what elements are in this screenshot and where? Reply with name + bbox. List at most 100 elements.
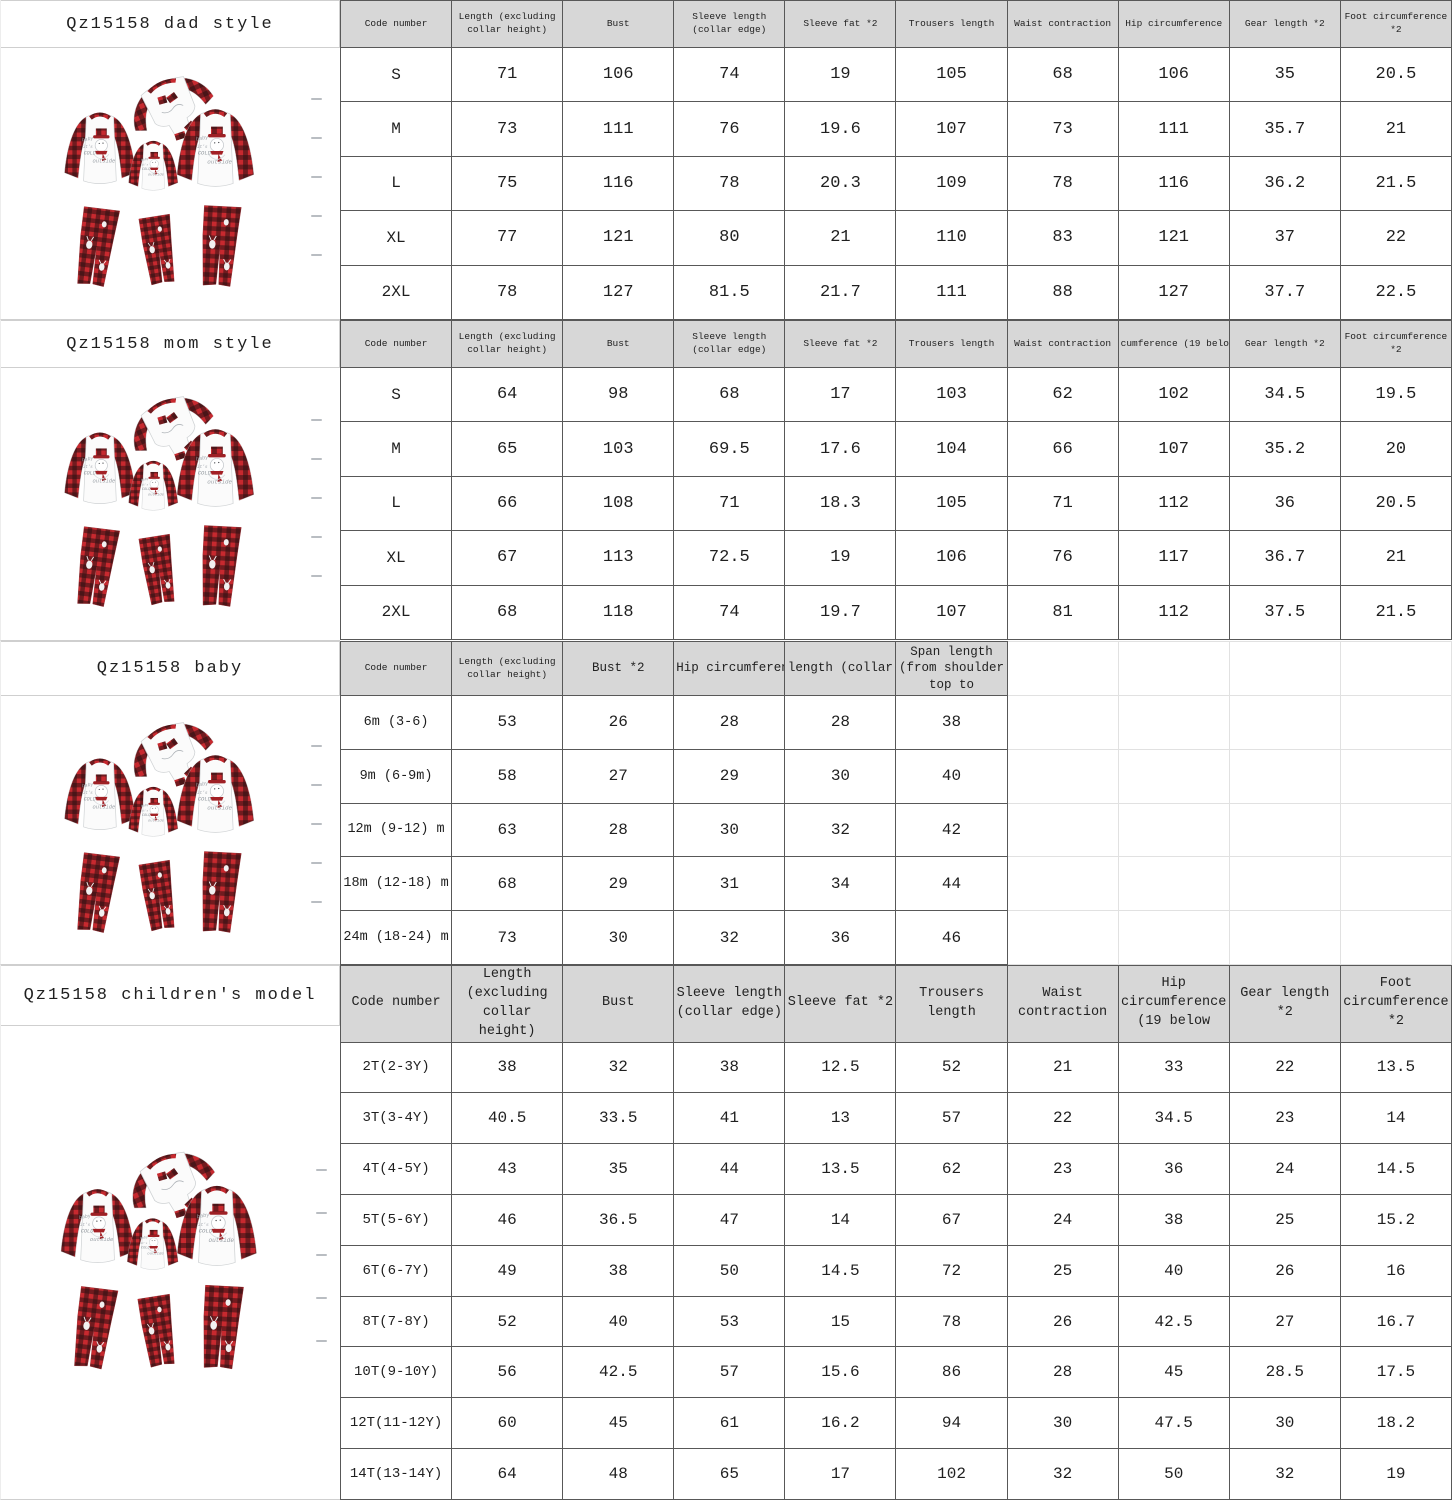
column-header: Waist contraction: [1006, 320, 1119, 368]
table-cell: 107: [895, 584, 1008, 641]
column-header: Foot circumference *2: [1339, 320, 1452, 368]
table-cell: 20.5: [1339, 475, 1452, 532]
table-cell: 24: [1228, 1143, 1341, 1195]
table-cell: 16.2: [784, 1397, 897, 1450]
empty-header-cell: [1117, 641, 1230, 696]
table-row: S 64 98 68 17 103 62 102 34.5 19.5: [339, 366, 1452, 423]
table-cell: 67: [895, 1194, 1008, 1246]
column-header-truncated: cumference (19 below: [1117, 320, 1230, 368]
table-row: 9m (6-9m) 58 27 29 30 40: [339, 748, 1452, 804]
table-cell: 20.3: [784, 155, 897, 212]
table-cell: 57: [895, 1092, 1008, 1145]
ruler-dash-icon: [310, 215, 322, 218]
column-header: Code number: [339, 0, 453, 48]
row-label: 4T(4-5Y): [339, 1143, 453, 1195]
table-cell: 17: [784, 366, 897, 423]
empty-cell: [1006, 856, 1119, 912]
row-label: M: [339, 101, 453, 157]
row-label: 2XL: [339, 264, 453, 320]
ruler-dash-icon: [310, 744, 322, 747]
row-label: 2XL: [339, 584, 453, 641]
table-cell: 106: [895, 530, 1008, 586]
table-cell: 42.5: [1117, 1295, 1230, 1348]
table-cell: 36.5: [562, 1194, 675, 1246]
row-label: 2T(2-3Y): [339, 1041, 453, 1094]
table-cell: 65: [673, 1448, 786, 1500]
table-cell: 42.5: [562, 1346, 675, 1399]
table-cell: 13.5: [784, 1143, 897, 1195]
table-cell: 32: [784, 802, 897, 858]
table-cell: 67: [451, 530, 564, 586]
empty-cell: [1339, 910, 1452, 965]
table-cell: 28: [562, 802, 675, 858]
left-panel-dad: Qz15158 dad style: [0, 0, 340, 320]
empty-cell: [1006, 748, 1119, 804]
column-header: Bust: [562, 965, 675, 1043]
table-cell: 76: [673, 101, 786, 157]
column-header: Trousers length: [895, 0, 1008, 48]
table-row: 14T(13-14Y) 64 48 65 17 102 32 50 32 19: [339, 1448, 1452, 1500]
ruler-dash-icon: [310, 496, 322, 499]
table-cell: 68: [451, 856, 564, 912]
column-header: Gear length *2: [1228, 965, 1341, 1043]
table-body: 6m (3-6) 53 26 28 28 38 9m (6-9m) 58 27 29 30 40 12m…: [339, 695, 1452, 965]
row-label: 14T(13-14Y): [339, 1448, 453, 1500]
table-cell: 18.3: [784, 475, 897, 532]
empty-cell: [1006, 802, 1119, 858]
table-row: 18m (12-18) m 68 29 31 34 44: [339, 856, 1452, 912]
left-panel-baby: Qz15158 baby: [0, 641, 340, 965]
table-cell: 17: [784, 1448, 897, 1500]
table-cell: 107: [895, 101, 1008, 157]
table-cell: 121: [1117, 210, 1230, 266]
table-cell: 52: [895, 1041, 1008, 1094]
table-cell: 26: [562, 695, 675, 750]
empty-cell: [1117, 695, 1230, 750]
table-cell: 52: [451, 1295, 564, 1348]
ruler-dash-icon: [310, 900, 322, 903]
table-cell: 102: [1117, 366, 1230, 423]
table-cell: 15: [784, 1295, 897, 1348]
column-header: Bust *2: [562, 641, 675, 696]
table-cell: 35: [1228, 46, 1341, 103]
column-header-truncated: length (collar: [784, 641, 897, 696]
section-title-baby: Qz15158 baby: [1, 641, 340, 696]
table-cell: 73: [451, 910, 564, 965]
table-cell: 127: [562, 264, 675, 320]
table-cell: 28.5: [1228, 1346, 1341, 1399]
table-cell: 81: [1006, 584, 1119, 641]
table-cell: 49: [451, 1244, 564, 1297]
table-body: 2T(2-3Y) 38 32 38 12.5 52 21 33 22 13.5 3T(3-4Y) 40…: [339, 1041, 1452, 1500]
product-image-pajama-set: [15, 1129, 327, 1397]
table-cell: 36: [1228, 475, 1341, 532]
row-label: M: [339, 421, 453, 477]
table-cell: 111: [1117, 101, 1230, 157]
table-cell: 37.5: [1228, 584, 1341, 641]
table-cell: 94: [895, 1397, 1008, 1450]
table-cell: 14.5: [1339, 1143, 1452, 1195]
table-row: L 75 116 78 20.3 109 78 116 36.2 21.5: [339, 155, 1452, 212]
left-panel-mom: Qz15158 mom style: [0, 320, 340, 641]
header-row: Code number Length (excluding collar hei…: [339, 965, 1452, 1043]
row-label: XL: [339, 210, 453, 266]
table-cell: 75: [451, 155, 564, 212]
row-label: S: [339, 46, 453, 103]
section-mom: Qz15158 mom style Code number Length (ex…: [0, 320, 1452, 641]
section-title-dad: Qz15158 dad style: [1, 0, 340, 48]
table-cell: 25: [1228, 1194, 1341, 1246]
table-row: 2T(2-3Y) 38 32 38 12.5 52 21 33 22 13.5: [339, 1041, 1452, 1094]
table-cell: 34: [784, 856, 897, 912]
table-cell: 18.2: [1339, 1397, 1452, 1450]
table-cell: 121: [562, 210, 675, 266]
section-title-children: Qz15158 children's model: [1, 965, 340, 1026]
table-cell: 12.5: [784, 1041, 897, 1094]
column-header: Gear length *2: [1228, 320, 1341, 368]
table-cell: 98: [562, 366, 675, 423]
table-cell: 32: [673, 910, 786, 965]
row-label: 10T(9-10Y): [339, 1346, 453, 1399]
product-image-area: [1, 48, 340, 319]
table-cell: 38: [895, 695, 1008, 750]
table-cell: 47: [673, 1194, 786, 1246]
ruler-dash-icon: [315, 1211, 327, 1214]
product-image-area: [1, 1026, 340, 1499]
table-cell: 38: [673, 1041, 786, 1094]
